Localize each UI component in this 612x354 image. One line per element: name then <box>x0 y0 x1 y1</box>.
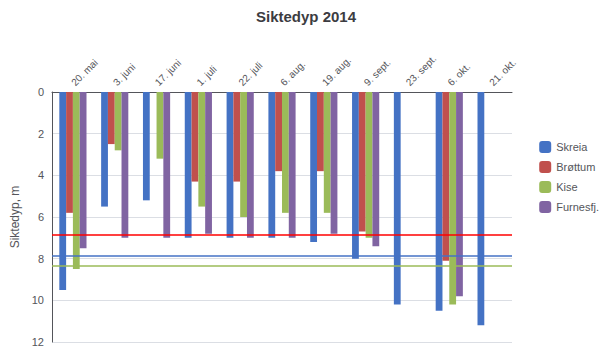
svg-text:3. juni: 3. juni <box>111 61 138 88</box>
svg-text:Siktedyp, m: Siktedyp, m <box>8 186 22 249</box>
svg-text:9. sept.: 9. sept. <box>362 57 393 88</box>
svg-text:23. sept.: 23. sept. <box>404 53 439 88</box>
svg-text:Skreia: Skreia <box>556 141 588 153</box>
svg-text:Brøttum: Brøttum <box>556 161 595 173</box>
svg-text:1. juli: 1. juli <box>194 64 218 88</box>
svg-text:22. juli: 22. juli <box>236 60 264 88</box>
svg-text:Kise: Kise <box>556 181 577 193</box>
svg-text:6: 6 <box>38 211 44 223</box>
svg-text:8: 8 <box>38 253 44 265</box>
svg-text:10: 10 <box>32 294 44 306</box>
svg-text:6. aug.: 6. aug. <box>278 59 307 88</box>
svg-text:19. aug.: 19. aug. <box>320 55 353 88</box>
svg-text:Furnesfj.: Furnesfj. <box>556 201 599 213</box>
svg-text:6. okt.: 6. okt. <box>445 61 472 88</box>
svg-text:0: 0 <box>38 86 44 98</box>
svg-text:Siktedyp 2014: Siktedyp 2014 <box>256 8 357 25</box>
svg-text:2: 2 <box>38 128 44 140</box>
svg-text:20. mai: 20. mai <box>69 57 100 88</box>
svg-text:4: 4 <box>38 169 44 181</box>
svg-text:12: 12 <box>32 336 44 348</box>
svg-text:21. okt.: 21. okt. <box>487 57 518 88</box>
svg-text:17. juni: 17. juni <box>153 57 184 88</box>
